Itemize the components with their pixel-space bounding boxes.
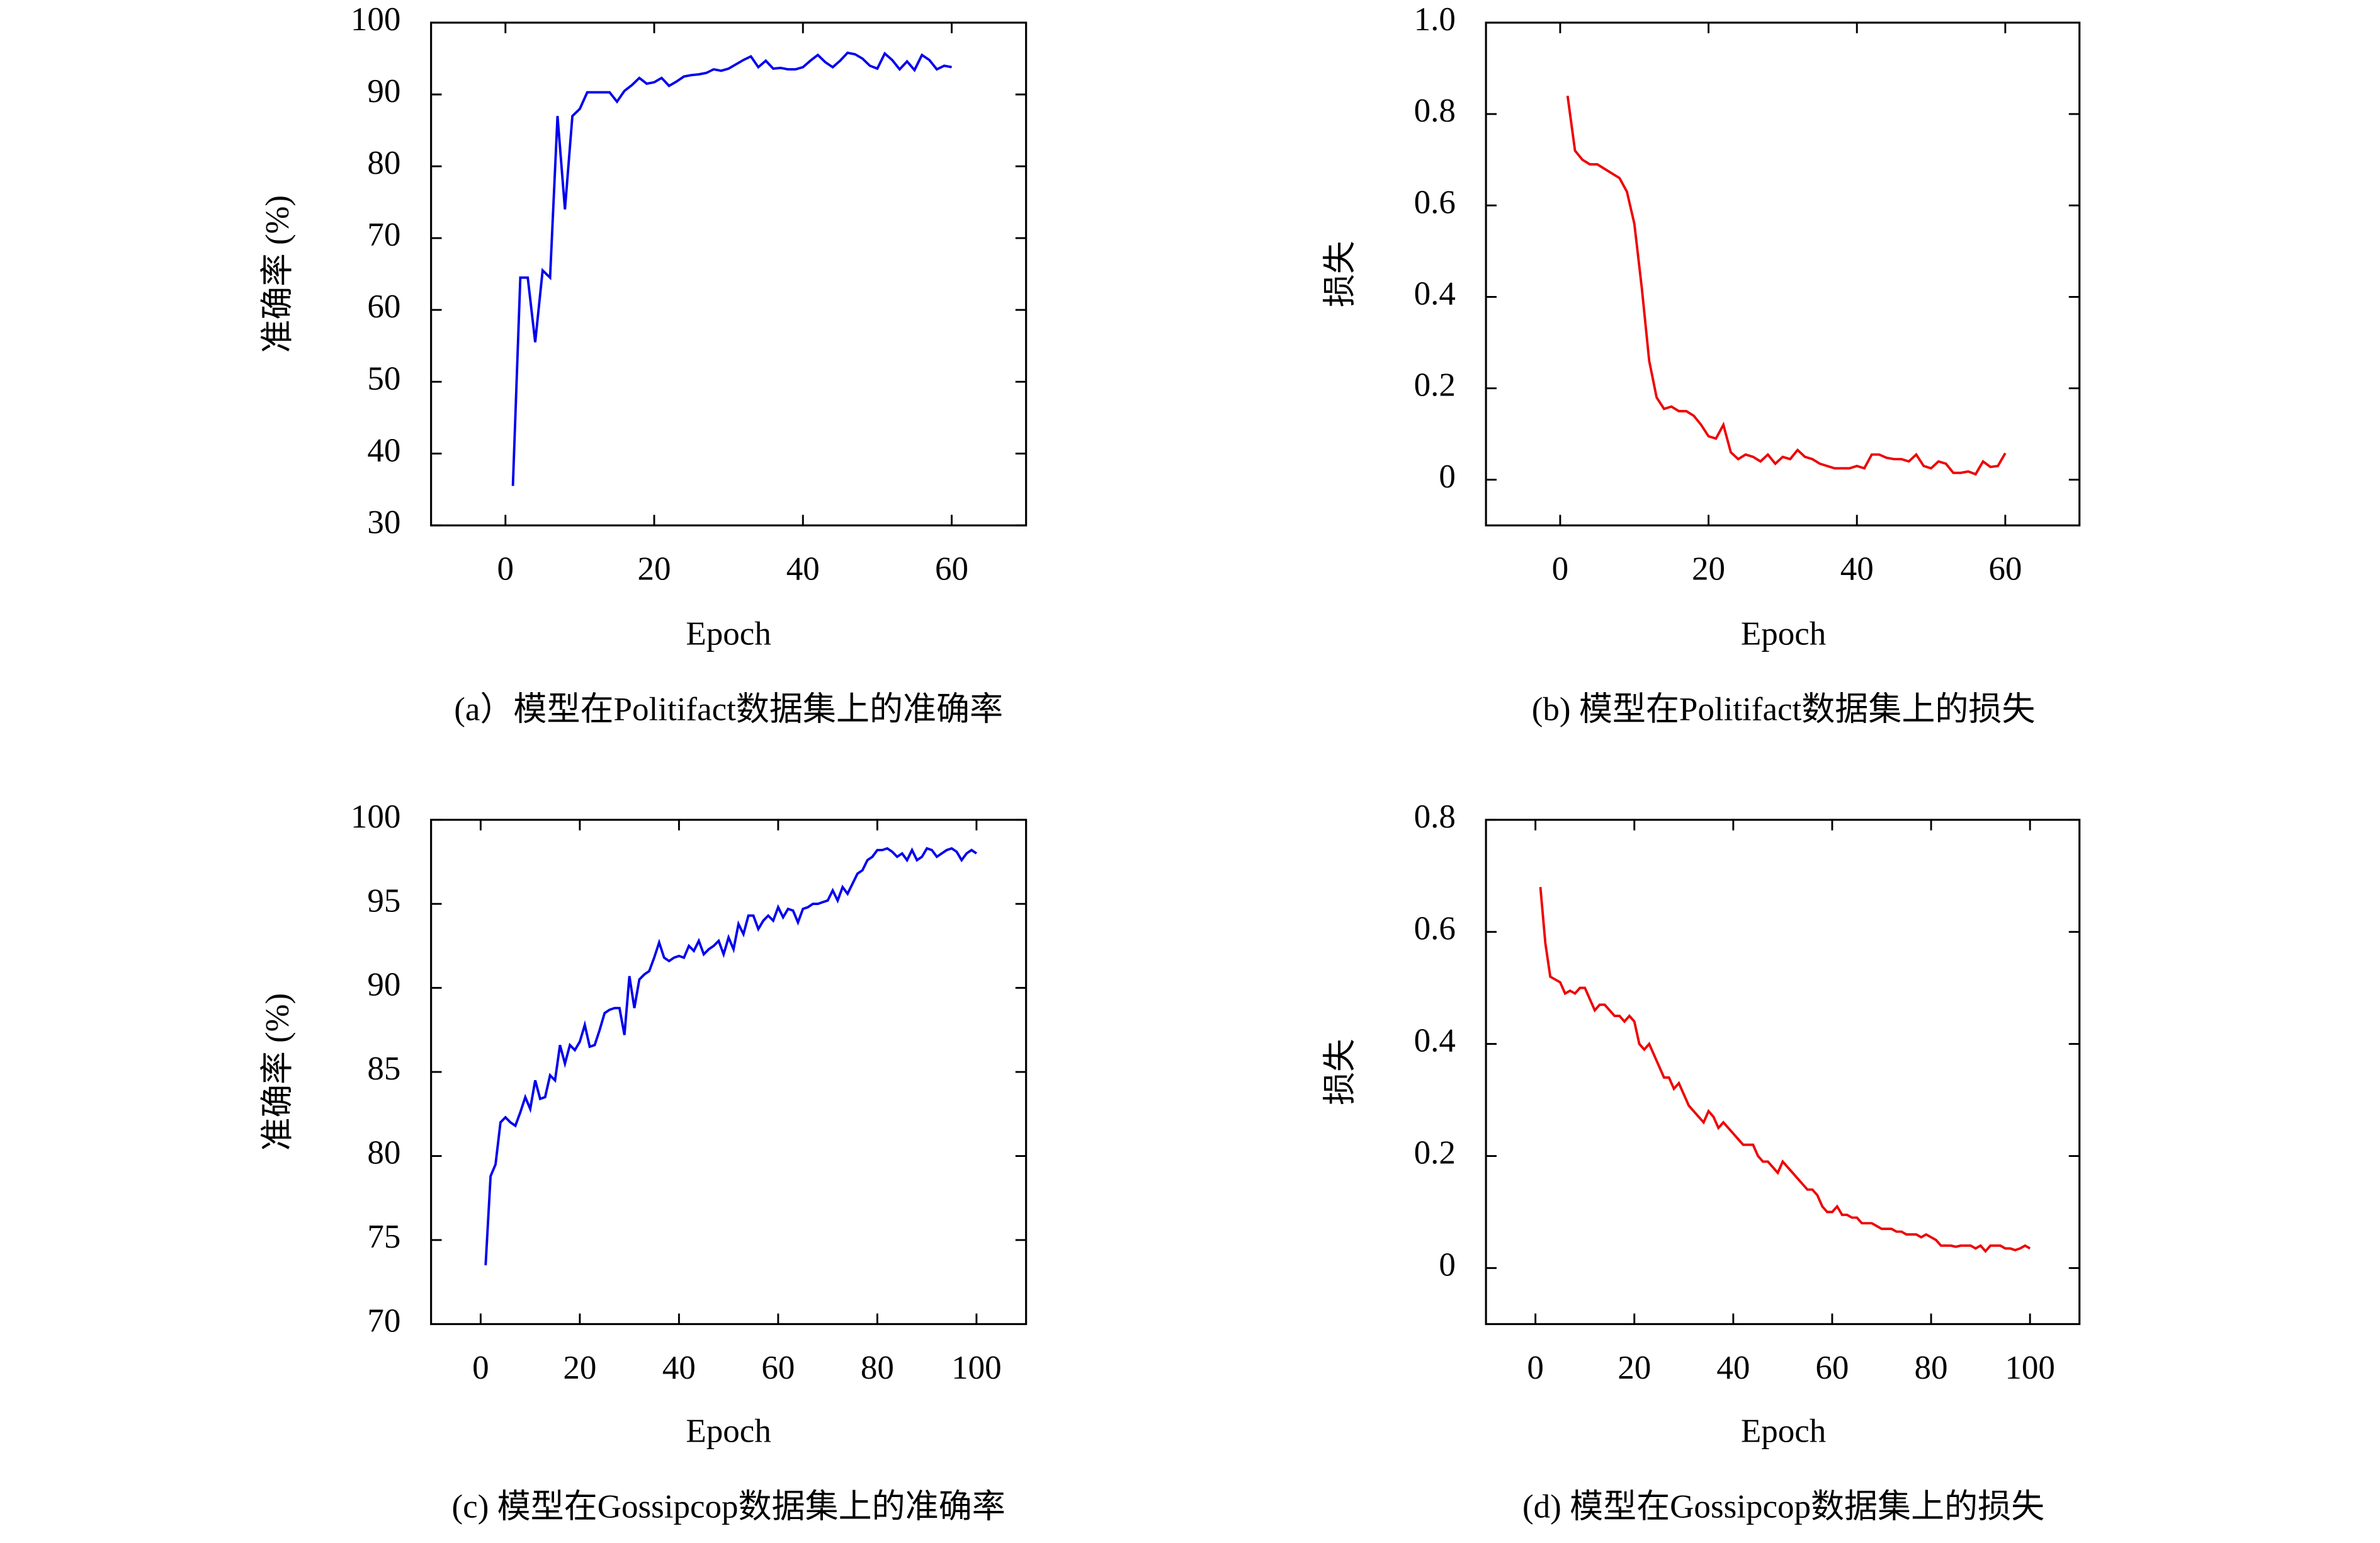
plot-frame bbox=[430, 819, 1028, 1325]
y-tick-label: 0.2 bbox=[1414, 367, 1456, 404]
plot-frame bbox=[1485, 21, 2081, 527]
y-tick-label: 60 bbox=[367, 288, 400, 325]
x-tick-label: 60 bbox=[1988, 551, 2022, 588]
y-axis-label: 准确率 (%) bbox=[259, 993, 296, 1151]
y-tick-label: 70 bbox=[367, 217, 400, 253]
x-tick-label: 40 bbox=[1840, 551, 1874, 588]
y-tick-label: 0.8 bbox=[1414, 799, 1456, 835]
x-axis-label: Epoch bbox=[686, 1413, 771, 1450]
x-tick-label: 60 bbox=[761, 1350, 795, 1386]
y-tick-label: 30 bbox=[367, 504, 400, 540]
caption: (c) 模型在Gossipcop数据集上的准确率 bbox=[452, 1488, 1006, 1525]
caption: (b) 模型在Politifact数据集上的损失 bbox=[1532, 692, 2036, 728]
caption: (d) 模型在Gossipcop数据集上的损失 bbox=[1522, 1488, 2044, 1525]
y-tick-label: 1.0 bbox=[1414, 1, 1456, 38]
y-tick-label: 0 bbox=[1439, 458, 1456, 495]
y-axis-label: 损失 bbox=[1322, 241, 1359, 307]
y-tick-label: 0.4 bbox=[1414, 276, 1456, 312]
y-tick-label: 0 bbox=[1439, 1247, 1456, 1284]
y-tick-label: 75 bbox=[367, 1219, 400, 1255]
x-tick-label: 80 bbox=[861, 1350, 894, 1386]
x-tick-label: 0 bbox=[472, 1350, 489, 1386]
data-line bbox=[1539, 887, 2031, 1253]
y-tick-label: 100 bbox=[351, 1, 401, 38]
y-tick-label: 90 bbox=[367, 967, 400, 1003]
data-line bbox=[484, 846, 977, 1266]
y-tick-label: 80 bbox=[367, 1135, 400, 1171]
x-tick-label: 40 bbox=[662, 1350, 696, 1386]
y-tick-label: 0.6 bbox=[1414, 911, 1456, 947]
y-tick-label: 0.2 bbox=[1414, 1135, 1456, 1171]
x-tick-label: 20 bbox=[638, 551, 671, 588]
y-axis-label: 损失 bbox=[1322, 1039, 1359, 1105]
x-tick-label: 20 bbox=[1692, 551, 1725, 588]
x-axis-label: Epoch bbox=[686, 616, 771, 652]
x-tick-label: 100 bbox=[2005, 1350, 2055, 1386]
data-line bbox=[1566, 95, 2007, 476]
x-tick-label: 20 bbox=[563, 1350, 596, 1386]
x-tick-label: 0 bbox=[1552, 551, 1569, 588]
x-tick-label: 0 bbox=[1527, 1350, 1544, 1386]
x-tick-label: 60 bbox=[1815, 1350, 1849, 1386]
plot-frame bbox=[430, 21, 1028, 527]
y-tick-label: 80 bbox=[367, 145, 400, 181]
x-tick-label: 40 bbox=[1716, 1350, 1750, 1386]
y-tick-label: 50 bbox=[367, 360, 400, 397]
y-tick-label: 70 bbox=[367, 1303, 400, 1340]
y-tick-label: 100 bbox=[351, 799, 401, 835]
plot-frame bbox=[1485, 819, 2081, 1325]
y-axis-label: 准确率 (%) bbox=[259, 195, 296, 353]
x-tick-label: 0 bbox=[497, 551, 514, 588]
x-tick-label: 40 bbox=[786, 551, 820, 588]
caption: (a）模型在Politifact数据集上的准确率 bbox=[454, 692, 1003, 728]
x-tick-label: 60 bbox=[935, 551, 968, 588]
y-tick-label: 95 bbox=[367, 882, 400, 919]
x-tick-label: 80 bbox=[1915, 1350, 1948, 1386]
y-tick-label: 90 bbox=[367, 73, 400, 110]
y-tick-label: 85 bbox=[367, 1050, 400, 1087]
x-tick-label: 100 bbox=[951, 1350, 1002, 1386]
y-tick-label: 40 bbox=[367, 432, 400, 469]
y-tick-label: 0.4 bbox=[1414, 1023, 1456, 1059]
x-axis-label: Epoch bbox=[1741, 616, 1826, 652]
x-tick-label: 20 bbox=[1618, 1350, 1651, 1386]
x-axis-label: Epoch bbox=[1741, 1413, 1826, 1450]
y-tick-label: 0.8 bbox=[1414, 93, 1456, 129]
y-tick-label: 0.6 bbox=[1414, 184, 1456, 220]
data-line bbox=[511, 51, 952, 486]
